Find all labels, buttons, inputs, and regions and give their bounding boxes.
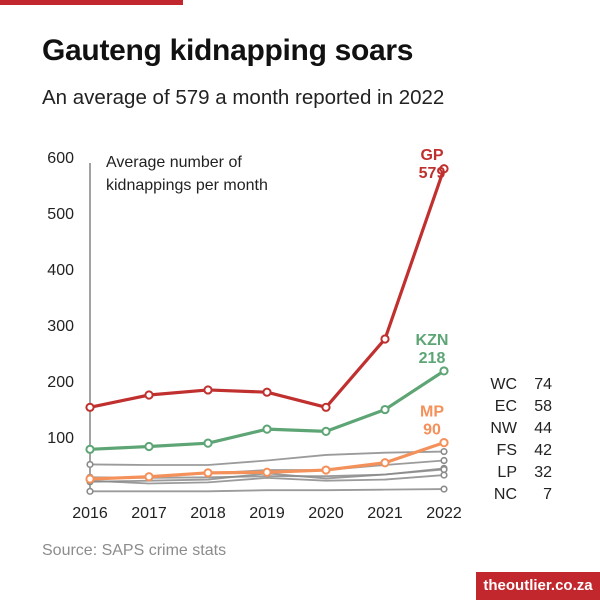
side-legend-value: 58 xyxy=(534,398,552,415)
data-point-gp xyxy=(321,402,331,412)
data-point-kzn xyxy=(144,441,154,452)
data-point-gp xyxy=(439,164,449,174)
data-point-nc xyxy=(86,487,94,495)
series-value-mp: 90 xyxy=(423,422,441,439)
series-value-kzn: 218 xyxy=(419,350,446,367)
side-legend-name: EC xyxy=(495,398,517,415)
y-tick-label: 100 xyxy=(47,430,74,447)
data-point-kzn xyxy=(203,438,213,448)
x-tick-label: 2017 xyxy=(131,505,167,522)
data-point-kzn xyxy=(439,366,449,376)
chart-subtitle: An average of 579 a month reported in 20… xyxy=(42,86,445,109)
data-point-mp xyxy=(439,438,449,448)
series-label-gp: GP xyxy=(420,147,443,164)
x-tick-label: 2019 xyxy=(249,505,285,522)
series-line-wc xyxy=(89,450,445,466)
side-legend-name: FS xyxy=(497,442,517,459)
data-point-ec xyxy=(440,456,448,465)
series-line-gp xyxy=(88,167,446,409)
data-point-mp xyxy=(321,465,331,475)
side-legend-value: 7 xyxy=(543,486,552,503)
side-legend-value: 32 xyxy=(534,464,552,481)
side-legend-value: 44 xyxy=(534,420,552,437)
data-point-wc xyxy=(440,447,448,456)
data-point-mp xyxy=(85,474,95,484)
data-point-mp xyxy=(203,468,213,478)
series-value-gp: 579 xyxy=(419,165,446,182)
y-tick-label: 200 xyxy=(47,374,74,391)
data-point-gp xyxy=(262,387,272,397)
data-point-mp xyxy=(380,458,390,468)
chart-title: Gauteng kidnapping soars xyxy=(42,34,414,67)
data-point-kzn xyxy=(321,426,331,436)
x-tick-label: 2022 xyxy=(426,505,462,522)
series-label-mp: MP xyxy=(420,404,444,421)
data-point-kzn xyxy=(380,404,390,415)
side-legend-value: 74 xyxy=(534,376,552,393)
data-point-mp xyxy=(262,467,272,477)
source-note: Source: SAPS crime stats xyxy=(42,542,227,559)
series-line-nc xyxy=(89,488,445,493)
data-point-mp xyxy=(144,472,154,482)
data-point-gp xyxy=(85,402,95,412)
brand-badge[interactable]: theoutlier.co.za xyxy=(476,572,600,600)
data-point-gp xyxy=(203,385,213,395)
series-line-lp xyxy=(89,474,445,485)
data-point-gp xyxy=(144,390,154,400)
side-legend-name: LP xyxy=(497,464,517,481)
data-point-kzn xyxy=(262,424,272,434)
side-legend-name: NC xyxy=(494,486,517,503)
data-point-lp xyxy=(440,471,448,479)
x-tick-label: 2018 xyxy=(190,505,226,522)
x-tick-label: 2016 xyxy=(72,505,108,522)
y-tick-label: 600 xyxy=(47,150,74,167)
y-axis-label: Average number of xyxy=(106,154,242,171)
data-point-fs xyxy=(440,465,448,474)
series-line-kzn xyxy=(88,369,446,451)
data-point-gp xyxy=(380,334,390,344)
y-tick-label: 400 xyxy=(47,262,74,279)
series-label-kzn: KZN xyxy=(416,332,449,349)
y-axis-label: kidnappings per month xyxy=(106,177,268,194)
x-tick-label: 2021 xyxy=(367,505,403,522)
data-point-wc xyxy=(86,460,94,469)
x-tick-label: 2020 xyxy=(308,505,344,522)
top-accent-bar xyxy=(0,0,183,5)
side-legend-value: 42 xyxy=(534,442,552,459)
side-legend-name: NW xyxy=(490,420,518,437)
y-tick-label: 300 xyxy=(47,318,74,335)
side-legend-name: WC xyxy=(490,376,517,393)
data-point-nc xyxy=(440,485,448,493)
y-tick-label: 500 xyxy=(47,206,74,223)
data-point-kzn xyxy=(85,444,95,454)
